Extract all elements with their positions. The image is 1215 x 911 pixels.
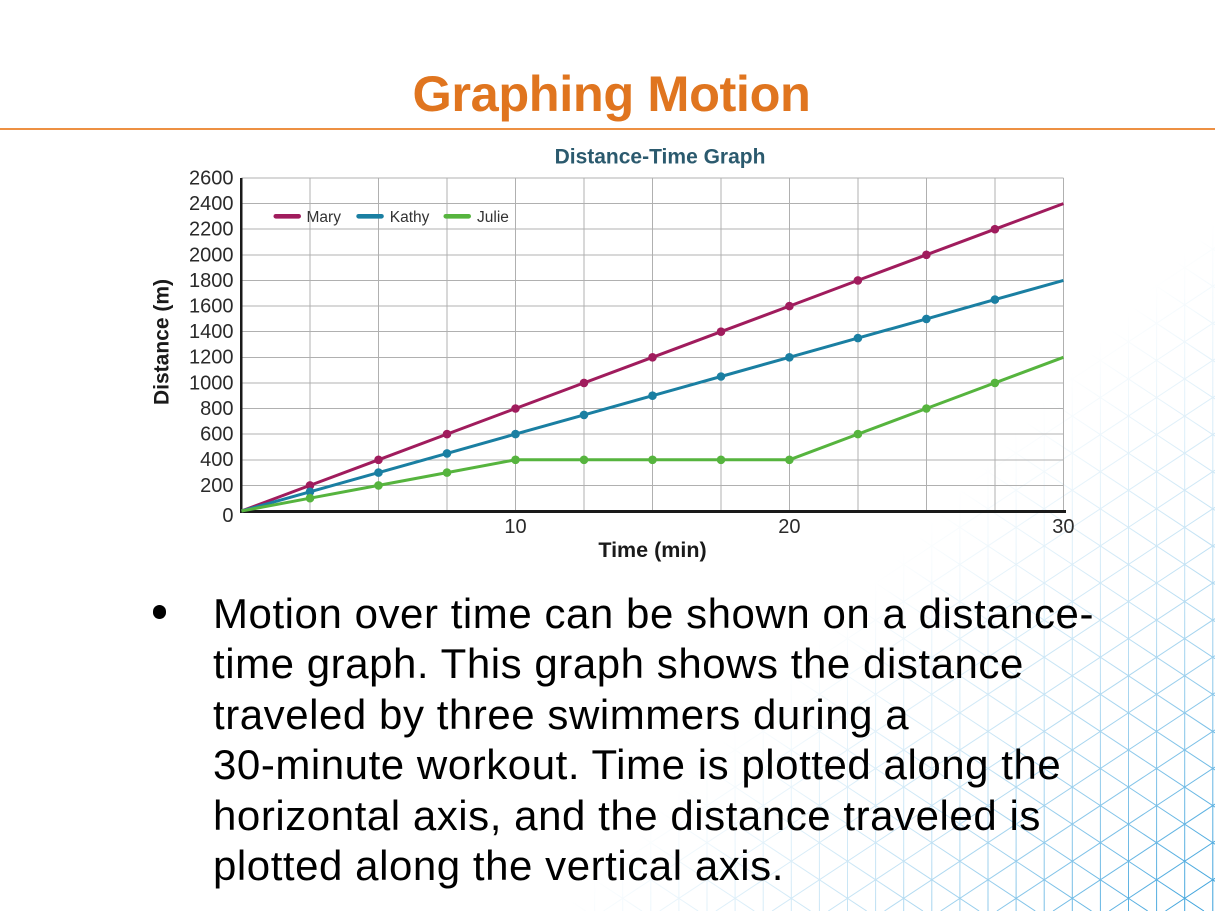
svg-text:1000: 1000	[189, 372, 234, 394]
svg-text:10: 10	[504, 516, 526, 538]
svg-text:2200: 2200	[189, 219, 234, 241]
svg-text:1600: 1600	[189, 296, 234, 318]
svg-text:30: 30	[1052, 516, 1074, 538]
svg-text:2000: 2000	[189, 244, 234, 266]
svg-text:800: 800	[200, 398, 233, 420]
svg-text:0: 0	[222, 505, 233, 527]
svg-text:1800: 1800	[189, 270, 234, 292]
svg-text:Time (min): Time (min)	[598, 538, 706, 562]
svg-text:20: 20	[778, 516, 800, 538]
svg-text:Distance-Time Graph: Distance-Time Graph	[555, 146, 766, 169]
svg-text:Distance (m): Distance (m)	[151, 279, 174, 405]
svg-text:2400: 2400	[189, 193, 234, 215]
svg-text:200: 200	[200, 475, 233, 497]
svg-text:600: 600	[200, 424, 233, 446]
svg-text:Julie: Julie	[477, 209, 509, 226]
svg-text:Kathy: Kathy	[390, 209, 430, 226]
svg-text:1200: 1200	[189, 347, 234, 369]
svg-text:2600: 2600	[189, 168, 234, 190]
svg-text:400: 400	[200, 449, 233, 471]
svg-text:1400: 1400	[189, 321, 234, 343]
svg-text:Mary: Mary	[307, 209, 342, 226]
